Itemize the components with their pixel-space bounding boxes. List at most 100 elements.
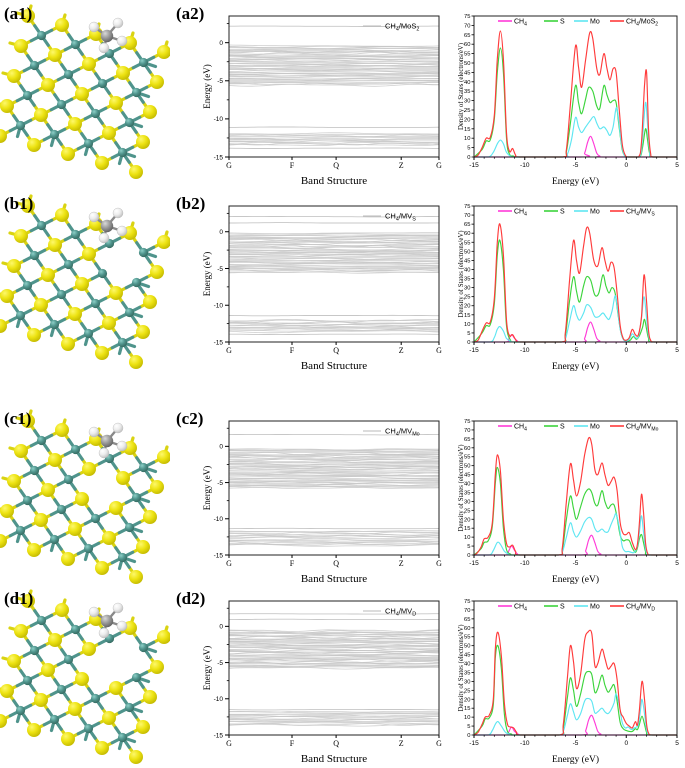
svg-text:65: 65: [464, 437, 470, 443]
band-legend: CH4/MVMo: [363, 427, 420, 437]
svg-text:Energy (eV): Energy (eV): [202, 64, 212, 109]
svg-text:40: 40: [464, 482, 470, 488]
dos-axes: 0 5 10 15 20 25 30 35 40 45 50 55 60 65 70 75 -15 -10 -5 0 5: [464, 14, 679, 169]
svg-text:5: 5: [675, 740, 679, 747]
dos-chart-d: 0 5 10 15 20 25 30 35 40 45 50 55 60 65 70 75 -15 -10 -5 0 5…: [458, 599, 679, 765]
panel-label-d2: (d2): [176, 589, 206, 608]
dos-chart-c: 0 5 10 15 20 25 30 35 40 45 50 55 60 65 70 75 -15 -10 -5 0 5…: [458, 419, 679, 585]
svg-text:50: 50: [464, 249, 470, 255]
band-lines: [228, 215, 440, 336]
svg-text:Energy (eV): Energy (eV): [552, 176, 599, 187]
svg-text:-15: -15: [469, 560, 479, 567]
svg-text:-5: -5: [217, 78, 223, 85]
structure-model-c: [0, 409, 170, 584]
svg-text:45: 45: [464, 70, 470, 76]
panel-label-b1: (b1): [4, 194, 34, 213]
band-legend: CH4/MVS: [363, 212, 416, 223]
svg-text:65: 65: [464, 222, 470, 228]
band-lines: [228, 433, 440, 547]
svg-text:Mo: Mo: [590, 19, 600, 26]
figure-row-c: (c1) (c2) 0 -5 -10 -15 G F Q Z G Band Structure En…: [0, 405, 685, 588]
structure-model-b: [0, 194, 170, 369]
svg-text:40: 40: [464, 267, 470, 273]
svg-text:Band Structure: Band Structure: [301, 360, 367, 372]
svg-text:5: 5: [675, 162, 679, 169]
dos-curves: [473, 436, 677, 556]
svg-text:S: S: [560, 424, 565, 431]
dos-curves: [473, 223, 677, 343]
svg-text:70: 70: [464, 608, 470, 614]
dos-curve-total: [473, 629, 677, 736]
svg-text:CH4: CH4: [514, 604, 527, 613]
svg-text:-15: -15: [214, 552, 224, 559]
svg-text:Q: Q: [333, 739, 339, 748]
svg-text:S: S: [560, 209, 565, 216]
svg-text:25: 25: [464, 688, 470, 694]
svg-text:40: 40: [464, 80, 470, 86]
svg-text:0: 0: [467, 155, 470, 161]
svg-text:50: 50: [464, 464, 470, 470]
svg-text:Energy (eV): Energy (eV): [552, 574, 599, 585]
svg-text:15: 15: [464, 127, 470, 133]
band-legend: CH4/MoS2: [363, 22, 419, 32]
svg-text:0: 0: [219, 624, 223, 631]
svg-text:Mo: Mo: [590, 424, 600, 431]
svg-text:Energy (eV): Energy (eV): [552, 754, 599, 765]
svg-text:35: 35: [464, 490, 470, 496]
svg-text:Energy (eV): Energy (eV): [202, 646, 212, 691]
svg-text:0: 0: [219, 40, 223, 47]
svg-text:-5: -5: [573, 347, 579, 354]
svg-text:CH4/MVS: CH4/MVS: [626, 209, 655, 218]
svg-text:0: 0: [467, 733, 470, 739]
band-legend: CH4/MVD: [363, 607, 416, 617]
dos-axes: 0 5 10 15 20 25 30 35 40 45 50 55 60 65 70 75 -15 -10 -5 0 5: [464, 419, 679, 567]
ch4-molecule: [88, 422, 128, 459]
dos-legend: CH4 S Mo CH4/MVMo: [498, 424, 659, 432]
svg-text:45: 45: [464, 258, 470, 264]
svg-text:CH4/MVS: CH4/MVS: [385, 212, 416, 223]
svg-text:Band Structure: Band Structure: [301, 175, 367, 187]
svg-text:Q: Q: [333, 346, 339, 355]
svg-text:-15: -15: [469, 347, 479, 354]
svg-text:0: 0: [219, 444, 223, 451]
svg-text:0: 0: [467, 340, 470, 346]
mo-atoms: [15, 435, 149, 563]
svg-text:75: 75: [464, 204, 470, 210]
svg-text:F: F: [290, 559, 295, 568]
svg-text:70: 70: [464, 213, 470, 219]
band-lines: [228, 25, 440, 149]
panel-label-c2: (c2): [176, 409, 204, 428]
svg-text:-5: -5: [217, 480, 223, 487]
svg-text:-10: -10: [520, 560, 530, 567]
svg-text:30: 30: [464, 679, 470, 685]
svg-text:S: S: [560, 604, 565, 611]
band-axes: 0-5-10-15G F Q Z G: [214, 607, 442, 748]
svg-text:-10: -10: [214, 696, 224, 703]
svg-text:65: 65: [464, 617, 470, 623]
figure-row-a: (a1) (a2) 0 -5 -10 -15 G F Q Z G Band Structure En…: [0, 0, 685, 190]
svg-text:-10: -10: [520, 162, 530, 169]
dos-chart-a: 0 5 10 15 20 25 30 35 40 45 50 55 60 65 70 75 -15 -10 -5 0 5…: [458, 14, 679, 187]
svg-text:-5: -5: [217, 660, 223, 667]
svg-text:F: F: [290, 739, 295, 748]
svg-text:30: 30: [464, 286, 470, 292]
svg-text:G: G: [226, 346, 232, 355]
svg-text:G: G: [226, 161, 232, 170]
svg-text:G: G: [436, 739, 442, 748]
svg-text:G: G: [436, 559, 442, 568]
svg-text:Mo: Mo: [590, 604, 600, 611]
svg-text:10: 10: [464, 535, 470, 541]
svg-text:-5: -5: [573, 560, 579, 567]
dos-legend: CH4 S Mo CH4/MVS: [498, 209, 655, 218]
svg-text:Energy (eV): Energy (eV): [202, 466, 212, 511]
svg-text:50: 50: [464, 61, 470, 67]
dos-legend: CH4 S Mo CH4/MoS2: [498, 19, 658, 27]
svg-text:15: 15: [464, 313, 470, 319]
svg-text:60: 60: [464, 626, 470, 632]
svg-text:5: 5: [467, 146, 470, 152]
svg-text:Z: Z: [399, 346, 404, 355]
svg-text:55: 55: [464, 52, 470, 58]
band-plot-frame: [228, 15, 440, 158]
svg-text:5: 5: [467, 724, 470, 730]
